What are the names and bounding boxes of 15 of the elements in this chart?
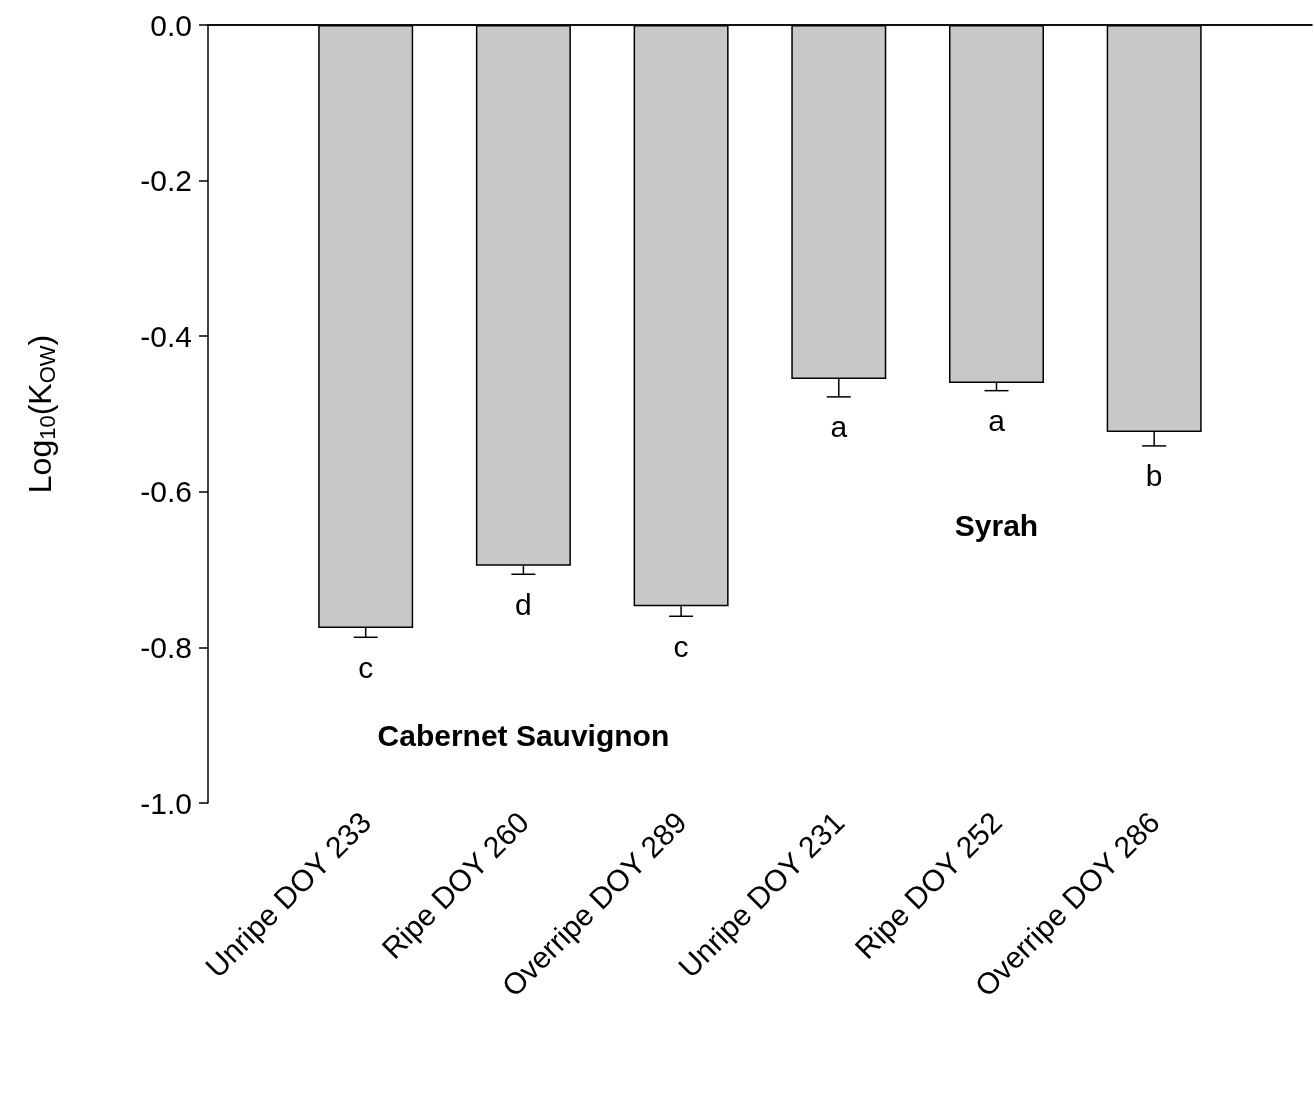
annotation: d bbox=[515, 587, 532, 621]
annotation: Cabernet Sauvignon bbox=[377, 718, 670, 752]
y-tick-label: -0.4 bbox=[140, 319, 192, 353]
y-tick-label: -0.2 bbox=[140, 164, 192, 198]
annotation: a bbox=[830, 410, 848, 444]
y-tick-label: -0.8 bbox=[140, 630, 192, 664]
y-tick-label: -1.0 bbox=[140, 786, 192, 820]
annotation: c bbox=[358, 650, 374, 684]
annotation: b bbox=[1145, 459, 1163, 493]
y-tick-label: 0.0 bbox=[150, 8, 192, 42]
annotation: a bbox=[988, 404, 1006, 438]
y-tick-label: -0.6 bbox=[140, 475, 192, 509]
annotation: Syrah bbox=[954, 508, 1039, 542]
annotation: c bbox=[673, 629, 689, 663]
y-axis-title: Log10(KOW) bbox=[22, 334, 60, 494]
